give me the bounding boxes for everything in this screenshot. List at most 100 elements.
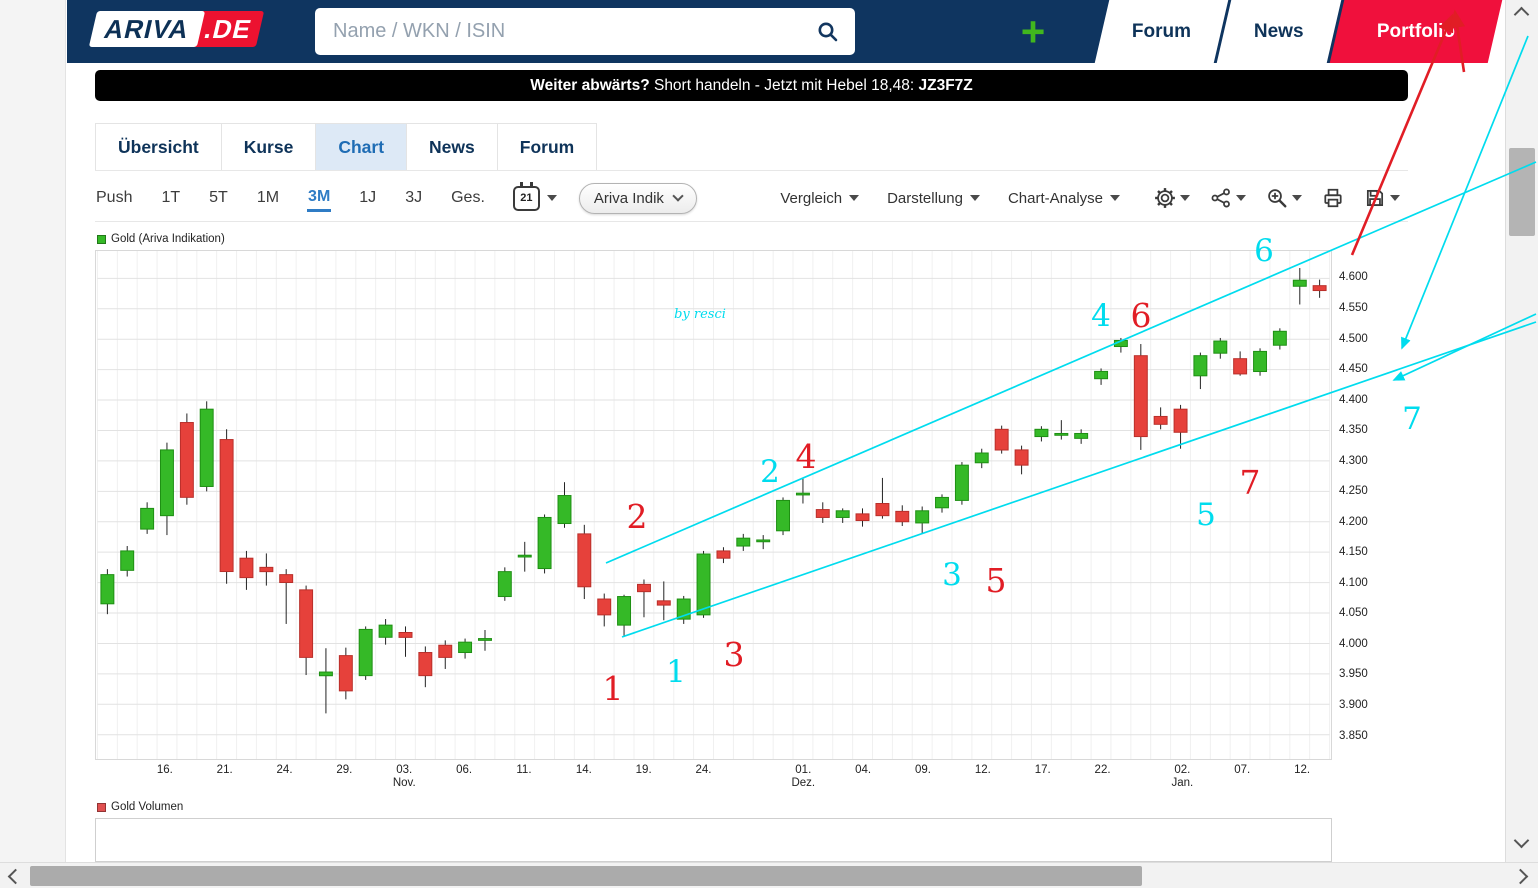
x-axis-label: 02.	[1174, 764, 1191, 776]
add-button[interactable]: +	[1020, 7, 1046, 55]
x-axis-label: 12.	[974, 764, 991, 776]
y-axis-label: 4.450	[1339, 363, 1368, 376]
x-axis-label: 17.	[1034, 764, 1051, 776]
chevron-down-icon	[849, 195, 860, 201]
legend-swatch-icon	[97, 234, 106, 244]
chart-toolbar: Push 1T 5T 1M 3M 1J 3J Ges. 21 Ariva Indik Verg…	[95, 176, 1400, 220]
zoom-in-icon	[1268, 189, 1287, 208]
horizontal-scrollbar[interactable]	[0, 862, 1538, 888]
x-axis-label: 22.	[1094, 764, 1111, 776]
share-button[interactable]	[1210, 187, 1246, 209]
zoom-button[interactable]	[1266, 187, 1302, 209]
tab-kurse[interactable]: Kurse	[221, 124, 317, 170]
range-1m[interactable]: 1M	[256, 189, 280, 206]
x-axis-label: 07.	[1234, 764, 1251, 776]
candlestick-chart[interactable]	[95, 250, 1332, 760]
menu-label: Vergleich	[780, 189, 843, 207]
x-axis-label: 29.	[336, 764, 353, 776]
scroll-down-icon[interactable]	[1513, 832, 1530, 849]
range-buttons: Push 1T 5T 1M 3M 1J 3J Ges.	[95, 185, 513, 212]
y-axis-label: 4.300	[1339, 454, 1368, 467]
range-1j[interactable]: 1J	[359, 189, 377, 206]
scroll-up-icon[interactable]	[1513, 6, 1530, 23]
search-input[interactable]	[315, 20, 801, 43]
menu-label: Chart-Analyse	[1007, 189, 1103, 207]
header-tab-portfolio[interactable]: Portfolio	[1329, 0, 1503, 63]
page-left-gutter	[0, 0, 66, 862]
menu-vergleich[interactable]: Vergleich	[780, 189, 860, 207]
logo-ariva-segment: ARIVA	[88, 11, 206, 47]
volume-legend: Gold Volumen	[97, 801, 183, 813]
chevron-down-icon	[1390, 195, 1400, 201]
search-box	[315, 8, 855, 55]
horizontal-scrollbar-thumb[interactable]	[30, 866, 1142, 886]
save-disk-icon	[1366, 189, 1384, 207]
x-axis-label: 24.	[276, 764, 293, 776]
tab-news[interactable]: News	[407, 124, 498, 170]
menu-darstellung[interactable]: Darstellung	[887, 190, 980, 207]
vertical-scrollbar[interactable]	[1505, 0, 1538, 862]
gear-icon	[1155, 188, 1175, 208]
indicator-dropdown[interactable]: Ariva Indik	[578, 182, 697, 214]
y-axis-label: 4.050	[1339, 607, 1368, 620]
calendar-icon: 21	[512, 181, 540, 211]
x-axis-label: 03.	[396, 764, 413, 776]
tab-chart[interactable]: Chart	[316, 124, 408, 170]
y-axis-label: 4.100	[1339, 576, 1368, 589]
volume-panel	[95, 818, 1332, 862]
save-button[interactable]	[1364, 187, 1400, 209]
tab-übersicht[interactable]: Übersicht	[96, 124, 222, 170]
settings-button[interactable]	[1154, 187, 1190, 209]
promo-banner-text: Weiter abwärts? Short handeln - Jetzt mi…	[530, 76, 973, 94]
calendar-button[interactable]: 21	[512, 181, 557, 211]
chevron-down-icon	[1180, 195, 1190, 201]
range-push[interactable]: Push	[96, 189, 133, 206]
scroll-right-icon[interactable]	[1512, 868, 1529, 885]
search-button[interactable]	[801, 8, 855, 55]
chevron-down-icon	[1236, 195, 1246, 201]
x-axis-label: 04.	[855, 764, 872, 776]
y-axis-label: 4.350	[1339, 424, 1368, 437]
x-axis-label: 01.	[795, 764, 812, 776]
menu-chart-analyse[interactable]: Chart-Analyse	[1008, 190, 1120, 207]
vertical-scrollbar-thumb[interactable]	[1509, 148, 1535, 236]
header-tab-label: Portfolio	[1376, 20, 1455, 42]
scroll-left-icon[interactable]	[7, 868, 24, 885]
volume-legend-label: Gold Volumen	[111, 801, 184, 813]
header-tab-news[interactable]: News	[1216, 0, 1342, 63]
y-axis-label: 4.550	[1339, 302, 1368, 315]
y-axis-label: 3.950	[1339, 668, 1368, 681]
x-axis-label: 19.	[635, 764, 652, 776]
header-tab-label: News	[1254, 20, 1304, 42]
y-axis-label: 4.000	[1339, 637, 1368, 650]
tab-forum[interactable]: Forum	[497, 124, 597, 170]
chevron-down-icon	[672, 190, 684, 202]
ariva-logo[interactable]: ARIVA .DE	[88, 11, 265, 47]
range-3m[interactable]: 3M	[307, 185, 332, 212]
header-tab-forum[interactable]: Forum	[1094, 0, 1229, 63]
y-axis-label: 4.150	[1339, 546, 1368, 559]
divider	[95, 170, 1408, 171]
share-nodes-icon	[1211, 188, 1230, 208]
indicator-dropdown-label: Ariva Indik	[593, 189, 664, 207]
x-axis-label: 06.	[456, 764, 473, 776]
y-axis-label: 4.250	[1339, 485, 1368, 498]
x-axis-label: 24.	[695, 764, 712, 776]
chart-menus: Vergleich Darstellung Chart-Analyse	[780, 190, 1120, 207]
y-axis-label: 3.900	[1339, 699, 1368, 712]
x-axis-label: 09.	[914, 764, 931, 776]
menu-label: Darstellung	[887, 189, 963, 207]
range-1t[interactable]: 1T	[161, 189, 181, 206]
promo-banner[interactable]: Weiter abwärts? Short handeln - Jetzt mi…	[95, 70, 1408, 101]
x-axis-label: 14.	[575, 764, 592, 776]
print-button[interactable]	[1322, 187, 1344, 209]
range-ges-[interactable]: Ges.	[451, 189, 485, 206]
chevron-down-icon	[1110, 195, 1120, 201]
range-3j[interactable]: 3J	[405, 189, 423, 206]
chevron-down-icon	[546, 195, 557, 201]
x-axis-label: 11.	[516, 764, 532, 776]
range-5t[interactable]: 5T	[209, 189, 228, 206]
section-tab-bar: Übersicht Kurse Chart News Forum	[95, 123, 598, 171]
